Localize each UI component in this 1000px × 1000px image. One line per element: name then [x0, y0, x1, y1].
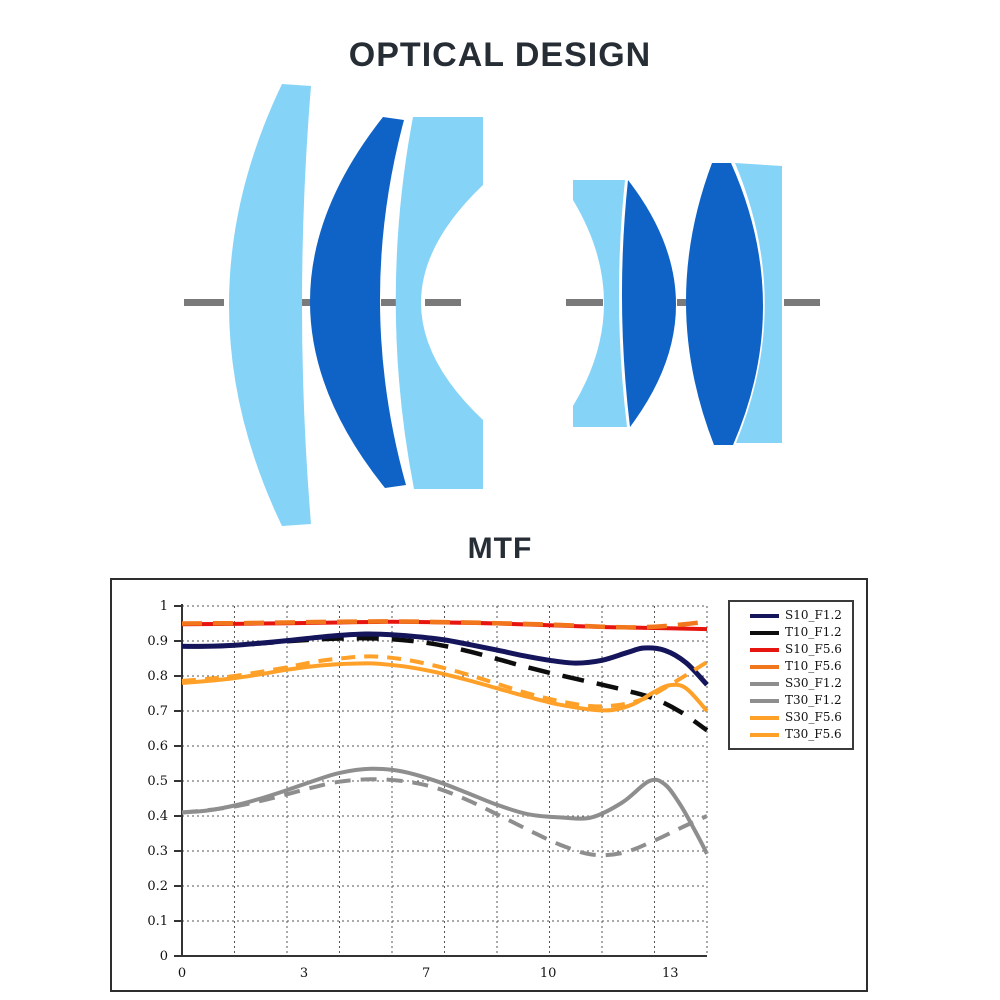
- legend-label: S30_F1.2: [785, 676, 842, 690]
- y-tick-label: 0.1: [147, 914, 168, 929]
- y-tick-label: 0.4: [147, 809, 168, 824]
- lens-element-5: [621, 180, 677, 427]
- y-tick-label: 1: [160, 599, 168, 614]
- optical-axis-dash: [184, 299, 224, 306]
- optical-axis-dash: [566, 299, 603, 306]
- optical-axis-dash: [381, 299, 396, 306]
- x-tick-label: 13: [662, 966, 679, 981]
- y-tick-label: 0.7: [147, 704, 168, 719]
- legend-label: T30_F1.2: [785, 693, 842, 707]
- y-tick-label: 0.5: [147, 774, 168, 789]
- optical-design-title: OPTICAL DESIGN: [348, 36, 652, 74]
- optical-axis: [184, 299, 820, 306]
- optical-axis-dash: [302, 299, 311, 306]
- legend-entry-S30_F1.2: S30_F1.2: [750, 677, 850, 690]
- legend-entry-T10_F5.6: T10_F5.6: [750, 660, 850, 673]
- y-tick-label: 0.9: [147, 634, 168, 649]
- lens-element-1: [229, 84, 311, 526]
- y-tick-label: 0.2: [147, 879, 168, 894]
- legend-label: S10_F1.2: [785, 608, 842, 622]
- optical-axis-dash: [784, 299, 820, 306]
- legend-entry-T10_F1.2: T10_F1.2: [750, 626, 850, 639]
- y-tick-label: 0.6: [147, 739, 168, 754]
- lens-element-2: [309, 117, 406, 488]
- y-tick-label: 0.3: [147, 844, 168, 859]
- legend-swatch-T10_F1.2: [750, 630, 779, 635]
- x-tick-label: 7: [422, 966, 430, 981]
- series-T30_F5.6: [181, 654, 709, 709]
- series-T30_F1.2: [181, 777, 708, 858]
- mtf-plot: 1 0.9 0.8 0.7 0.6 0.5 0.4 0.3 0.2 0.1 00 3 7 10 13: [147, 599, 709, 981]
- lens-element-4: [573, 180, 627, 427]
- y-tick-label: 0.8: [147, 669, 168, 684]
- x-tick-label: 3: [300, 966, 308, 981]
- y-tick-label: 0: [160, 949, 168, 964]
- legend-swatch-S10_F5.6: [750, 647, 779, 652]
- legend-label: S30_F5.6: [785, 710, 842, 724]
- series-S10_F1.2: [181, 631, 709, 687]
- lens-element-6: [685, 163, 764, 445]
- legend-label: S10_F5.6: [785, 642, 842, 656]
- optical-axis-dash: [425, 299, 461, 306]
- legend-swatch-S30_F5.6: [750, 715, 779, 720]
- series-S30_F1.2: [181, 766, 709, 855]
- legend-entry-T30_F5.6: T30_F5.6: [750, 728, 850, 741]
- lens-diagram: [184, 84, 820, 526]
- legend-label: T10_F1.2: [785, 625, 842, 639]
- legend-swatch-T30_F1.2: [750, 698, 779, 703]
- series-S30_F5.6: [181, 661, 709, 713]
- mtf-title: MTF: [467, 532, 533, 565]
- legend-entry-T30_F1.2: T30_F1.2: [750, 694, 850, 707]
- mtf-legend: S10_F1.2 T10_F1.2 S10_F5.6 T10_F5.6 S30_F1.2…: [728, 600, 854, 750]
- legend-swatch-T30_F5.6: [750, 732, 779, 737]
- legend-label: T10_F5.6: [785, 659, 842, 673]
- legend-swatch-T10_F5.6: [750, 664, 779, 669]
- legend-entry-S10_F5.6: S10_F5.6: [750, 643, 850, 656]
- lens-element-3: [395, 117, 483, 489]
- optical-axis-dash: [677, 299, 686, 306]
- legend-entry-S30_F5.6: S30_F5.6: [750, 711, 850, 724]
- x-tick-label: 10: [540, 966, 557, 981]
- x-tick-label: 0: [178, 966, 186, 981]
- series-T10_F5.6: [181, 619, 708, 630]
- legend-swatch-S10_F1.2: [750, 613, 779, 618]
- legend-label: T30_F5.6: [785, 727, 842, 741]
- legend-swatch-S30_F1.2: [750, 681, 779, 686]
- lens-element-7: [735, 163, 782, 443]
- mtf-chart-panel: 1 0.9 0.8 0.7 0.6 0.5 0.4 0.3 0.2 0.1 0 0 3 7 10 13 S10…: [110, 578, 868, 992]
- legend-entry-S10_F1.2: S10_F1.2: [750, 609, 850, 622]
